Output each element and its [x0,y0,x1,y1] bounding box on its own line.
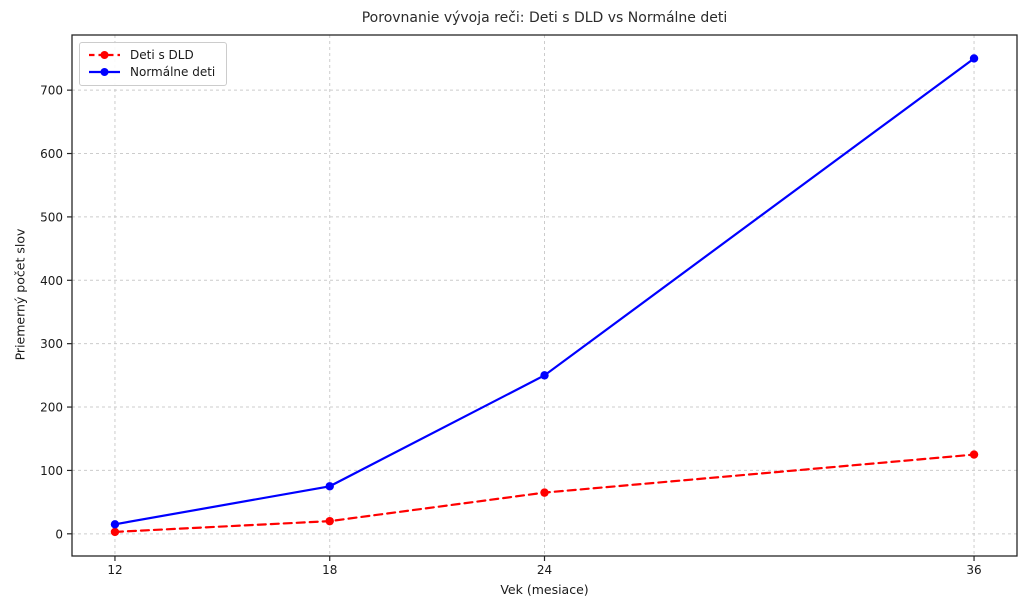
legend-line-sample-dld-icon [89,51,120,59]
y-tick-label: 400 [40,274,63,288]
data-point-marker [969,54,979,63]
x-tick-label: 24 [537,563,552,577]
y-tick-label: 300 [40,337,63,351]
data-point-marker [969,450,979,459]
y-tick-label: 0 [55,527,63,541]
legend: Deti s DLD Normálne deti [79,42,228,86]
x-tick-label: 18 [322,563,337,577]
y-tick-label: 500 [40,210,63,224]
data-point-marker [540,488,549,497]
y-tick-label: 600 [40,147,63,161]
legend-label-normal: Normálne deti [130,65,216,79]
series-line-1 [113,57,976,526]
y-tick-label: 100 [40,464,63,478]
x-tick-label: 36 [966,563,981,577]
y-tick-label: 700 [40,84,63,98]
x-tick-label: 12 [107,563,122,577]
chart-title: Porovnanie vývoja reči: Deti s DLD vs No… [361,10,728,26]
data-point-marker [540,371,549,380]
y-axis-label: Priemerný počet slov [12,228,28,361]
x-axis-label: Vek (mesiace) [500,582,589,597]
data-point-marker [325,482,334,491]
data-point-marker [110,520,120,529]
legend-item-normal: Normálne deti [88,65,215,79]
data-point-marker [325,516,334,526]
legend-item-dld: Deti s DLD [88,48,215,62]
legend-label-dld: Deti s DLD [130,48,194,62]
data-point-marker [110,527,120,537]
series-line-0 [113,453,976,534]
legend-line-sample-normal-icon [89,68,120,76]
y-tick-label: 200 [40,401,63,415]
